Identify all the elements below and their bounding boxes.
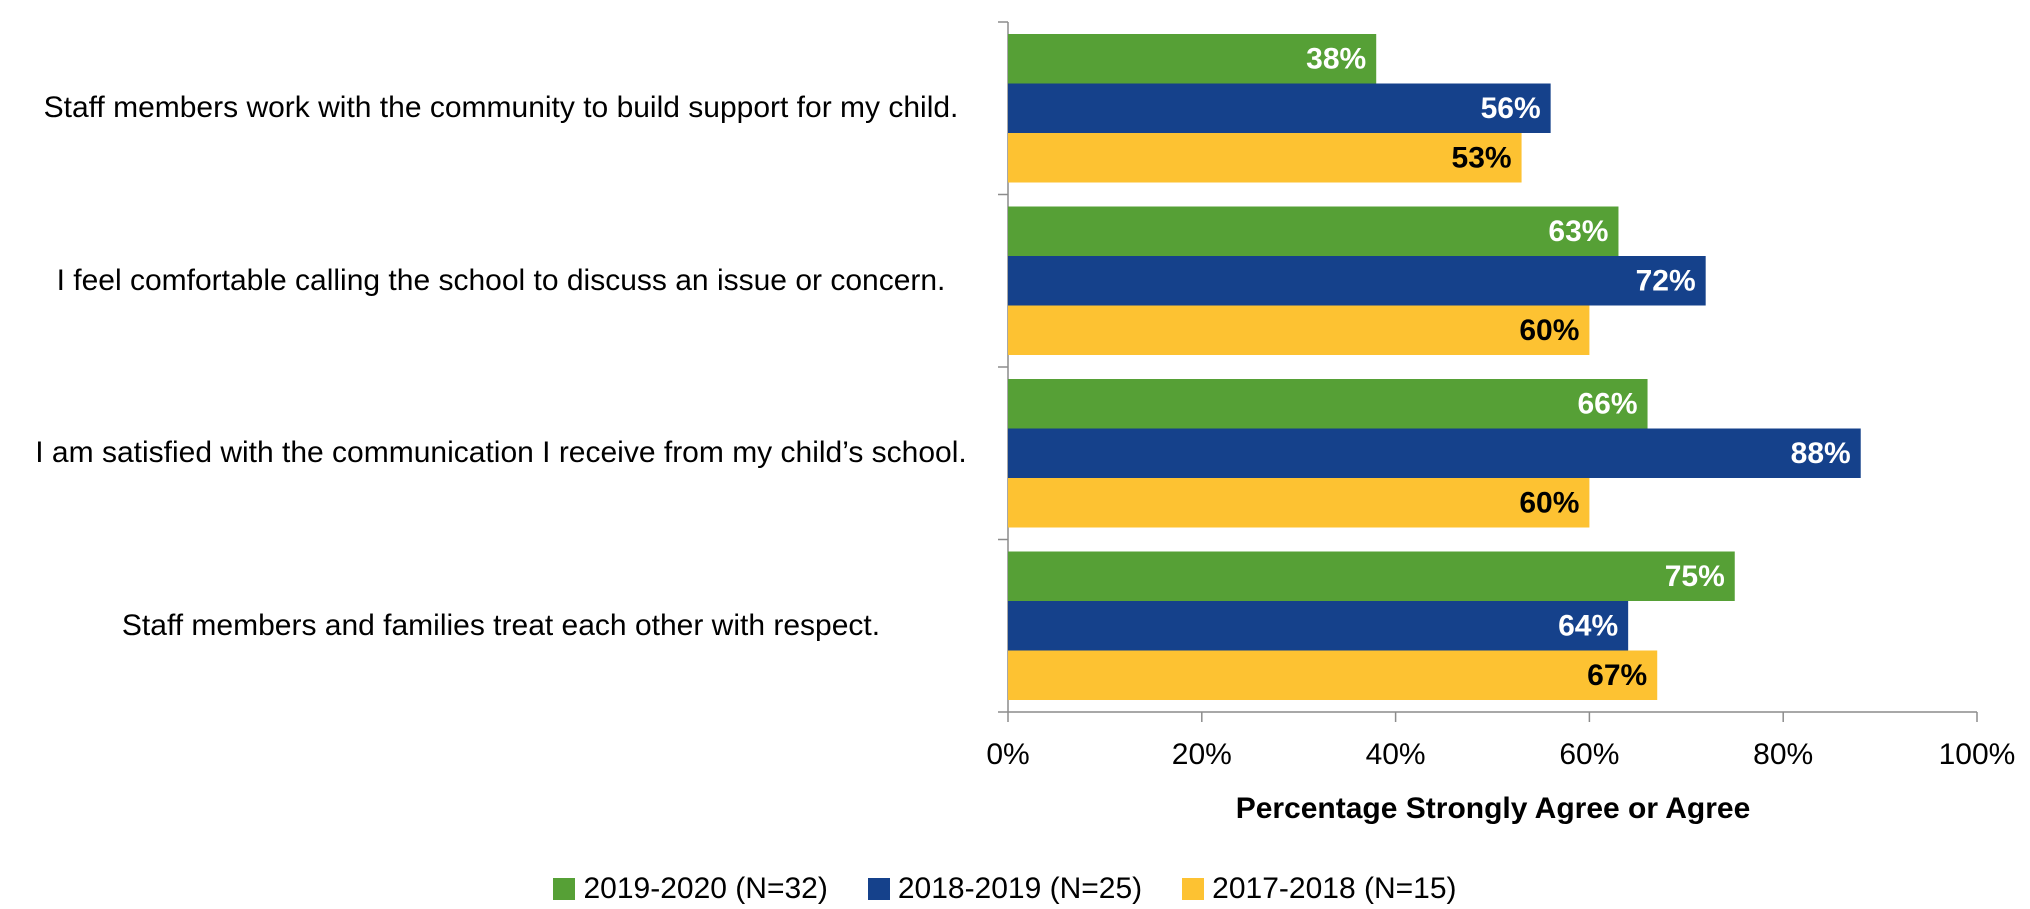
bar-label: 88% <box>1791 437 1851 470</box>
x-tick-label: 100% <box>1939 738 2016 771</box>
legend-item: 2017-2018 (N=15) <box>1182 872 1457 906</box>
legend-swatch <box>867 878 890 900</box>
bar-label: 66% <box>1577 388 1637 421</box>
legend-item: 2019-2020 (N=32) <box>553 872 828 906</box>
bar <box>1008 256 1706 306</box>
bar-label: 60% <box>1519 487 1579 520</box>
category-label: Staff members work with the community to… <box>43 91 959 125</box>
bar <box>1008 206 1619 256</box>
bar-label: 75% <box>1665 560 1725 593</box>
bar <box>1008 478 1590 528</box>
bar <box>1008 34 1377 84</box>
bar-label: 67% <box>1587 659 1647 692</box>
x-tick-label: 20% <box>1172 738 1232 771</box>
bar-label: 64% <box>1558 610 1618 643</box>
bar <box>1008 428 1861 478</box>
legend-swatch <box>1182 878 1205 900</box>
category-label: I am satisfied with the communication I … <box>35 436 967 470</box>
legend-label: 2018-2019 (N=25) <box>897 872 1143 905</box>
x-tick-label: 60% <box>1559 738 1619 771</box>
bar <box>1008 83 1551 133</box>
category-label: Staff members and families treat each ot… <box>121 608 881 642</box>
x-tick-label: 40% <box>1366 738 1426 771</box>
bar-label: 60% <box>1519 314 1579 347</box>
bar-label: 53% <box>1452 142 1512 175</box>
bar-label: 63% <box>1548 215 1608 248</box>
bar <box>1008 650 1658 700</box>
x-axis-title: Percentage Strongly Agree or Agree <box>1236 792 1751 825</box>
bar <box>1008 133 1522 183</box>
bar <box>1008 601 1629 651</box>
legend-label: 2017-2018 (N=15) <box>1212 872 1457 905</box>
legend-item: 2018-2019 (N=25) <box>867 872 1143 906</box>
legend: 2019-2020 (N=32) 2018-2019 (N=25) 2017-201… <box>0 872 2010 906</box>
bar-label: 56% <box>1481 92 1541 125</box>
legend-label: 2019-2020 (N=32) <box>583 872 828 905</box>
bar <box>1008 551 1735 601</box>
bar <box>1008 305 1590 355</box>
bar-label: 38% <box>1306 43 1366 76</box>
x-tick-label: 0% <box>986 738 1029 771</box>
category-label: I feel comfortable calling the school to… <box>56 263 946 297</box>
legend-swatch <box>553 878 576 900</box>
x-tick-label: 80% <box>1753 738 1813 771</box>
bar <box>1008 379 1648 429</box>
bar-label: 72% <box>1636 265 1696 298</box>
